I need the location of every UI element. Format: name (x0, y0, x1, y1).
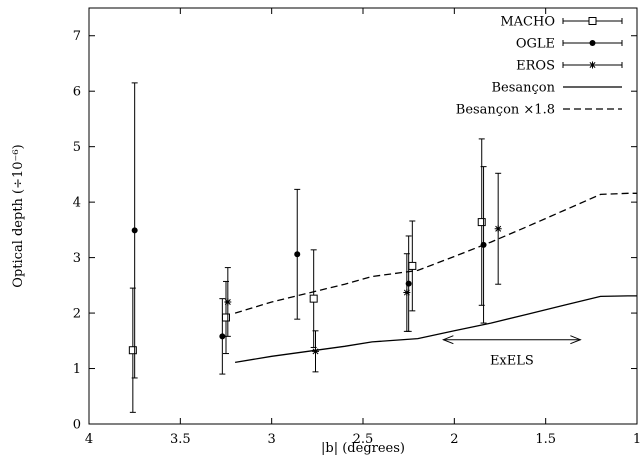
x-axis-title: |b| (degrees) (321, 441, 405, 456)
y-axis-title: Optical depth (÷10⁻⁶) (11, 144, 26, 287)
macho-point (408, 220, 417, 312)
square-marker (588, 17, 597, 25)
macho-marker (477, 218, 486, 227)
x-tick-label: 2 (450, 432, 458, 447)
arrow-head-left (442, 335, 454, 345)
ogle-marker (480, 241, 487, 248)
besancon-line (234, 295, 637, 364)
ogle-point (480, 166, 487, 324)
legend-item-eros: EROS (516, 59, 623, 74)
exels-annotation: ExELS (442, 335, 582, 369)
legend: MACHO OGLE EROS Besançon Besançon ×1.8 (456, 15, 623, 118)
macho-point (222, 280, 230, 355)
eros-marker (224, 298, 232, 306)
macho-marker (128, 346, 137, 355)
legend-marker (589, 40, 596, 46)
legend-label: EROS (516, 59, 555, 74)
eros-point (312, 330, 320, 373)
ogle-marker (294, 251, 301, 258)
circle-marker (219, 333, 226, 340)
x-tick-label: 1.5 (535, 432, 556, 447)
annotations: ExELS (442, 335, 582, 369)
legend-marker (589, 61, 596, 69)
square-marker (309, 294, 318, 303)
ogle-marker (219, 333, 226, 340)
legend-label: OGLE (516, 37, 555, 52)
axis-ticks: 4 3.5 3 2.5 2 1.5 1 0 1 2 3 4 5 6 7 (73, 8, 641, 447)
star-marker (494, 225, 502, 233)
x-tick-label: 3.5 (170, 432, 191, 447)
ogle-point (294, 188, 301, 320)
ogle-point (131, 82, 138, 379)
eros-marker (312, 347, 320, 355)
legend-item-besan-on-1-8: Besançon ×1.8 (456, 103, 622, 118)
macho-marker (408, 261, 417, 270)
ogle-point (219, 298, 226, 375)
eros-marker (494, 225, 502, 233)
y-tick-label: 5 (73, 140, 81, 155)
macho-point (128, 287, 137, 413)
star-marker (312, 347, 320, 355)
arrow-head-right (570, 335, 582, 345)
circle-marker (131, 227, 138, 234)
square-marker (222, 313, 230, 322)
eros-point (403, 253, 411, 332)
square-marker (477, 218, 486, 227)
exels-label: ExELS (490, 354, 534, 369)
y-tick-label: 6 (73, 85, 81, 100)
y-tick-label: 0 (73, 418, 81, 433)
macho-point (477, 138, 486, 306)
y-tick-label: 1 (73, 362, 81, 377)
legend-item-macho: MACHO (500, 15, 623, 30)
legend-label: MACHO (500, 15, 555, 30)
y-tick-label: 7 (73, 29, 81, 44)
legend-item-besan-on: Besançon (491, 81, 622, 96)
ogle-marker (131, 227, 138, 234)
circle-marker (294, 251, 301, 258)
star-marker (589, 61, 596, 69)
x-tick-label: 3 (268, 432, 276, 447)
x-tick-label: 4 (85, 432, 93, 447)
legend-label: Besançon (491, 81, 555, 96)
y-tick-label: 3 (73, 251, 81, 266)
macho-marker (222, 313, 230, 322)
x-tick-label: 2.5 (353, 432, 374, 447)
model-lines (234, 192, 637, 364)
square-marker (408, 261, 417, 270)
macho-point (309, 249, 318, 348)
eros-point (224, 267, 232, 337)
legend-marker (588, 17, 597, 25)
macho-marker (309, 294, 318, 303)
eros-point (494, 172, 502, 285)
circle-marker (480, 241, 487, 248)
square-marker (128, 346, 137, 355)
circle-marker (589, 40, 596, 46)
eros-marker (403, 289, 411, 297)
y-tick-label: 2 (73, 307, 81, 322)
data-points (128, 82, 502, 413)
x-tick-label: 1 (633, 432, 641, 447)
star-marker (403, 289, 411, 297)
legend-label: Besançon ×1.8 (456, 103, 555, 118)
besancon-scaled-line (234, 192, 637, 314)
legend-item-ogle: OGLE (516, 37, 623, 52)
y-tick-label: 4 (73, 196, 81, 211)
star-marker (224, 298, 232, 306)
